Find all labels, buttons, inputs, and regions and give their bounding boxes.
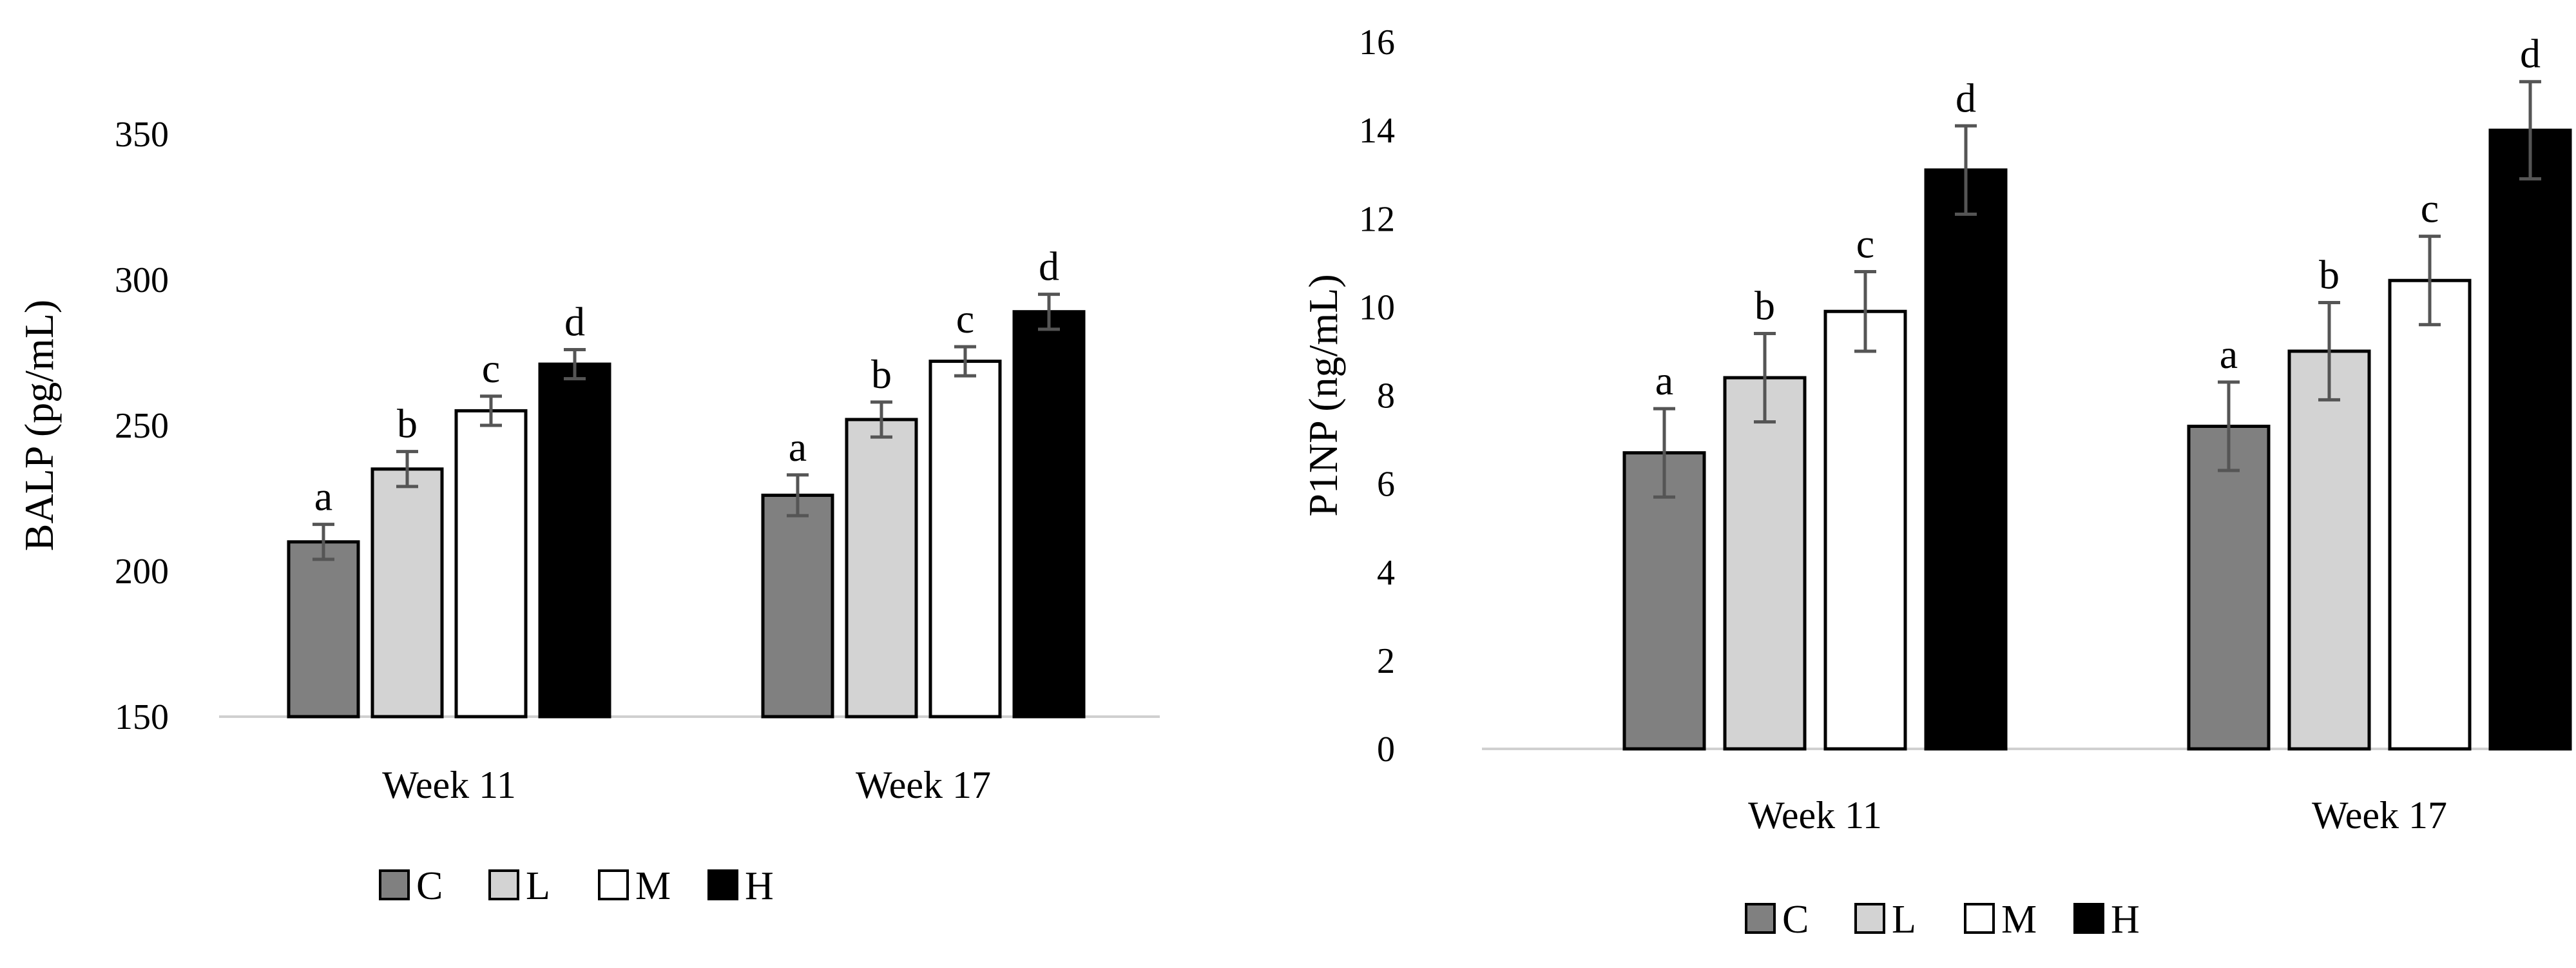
legend-label: C: [416, 864, 443, 908]
significance-letter: d: [1039, 244, 1059, 289]
x-category-label: Week 17: [856, 764, 991, 806]
significance-letter: d: [564, 298, 585, 344]
legend-label: H: [2111, 898, 2140, 942]
significance-letter: a: [789, 424, 807, 470]
legend-swatch-l: [1854, 903, 1885, 934]
error-bar: [1653, 407, 1675, 499]
y-tick-label: 10: [1359, 287, 1395, 327]
bar-m: [928, 360, 1002, 719]
y-axis-title: P1NP (ng/mL): [1300, 274, 1346, 516]
legend-swatch-h: [707, 869, 738, 900]
y-axis-title: BALP (pg/mL): [16, 300, 62, 552]
bar-h: [1924, 168, 2008, 751]
error-bar: [1854, 270, 1876, 353]
bar-h: [1012, 310, 1086, 719]
y-tick-label: 350: [115, 115, 169, 155]
bar-l: [1723, 376, 1807, 751]
error-bar: [1754, 332, 1776, 424]
y-tick-label: 16: [1359, 23, 1395, 63]
bar-c: [761, 493, 834, 719]
significance-letter: b: [2319, 252, 2340, 298]
y-tick-label: 300: [115, 260, 169, 300]
legend-swatch-m: [1964, 903, 1995, 934]
legend-swatch-c: [1745, 903, 1776, 934]
legend-label: M: [635, 864, 671, 908]
error-bar: [2218, 380, 2240, 472]
legend-label: L: [1892, 898, 1916, 942]
significance-letter: a: [314, 474, 332, 519]
error-bar: [954, 345, 976, 378]
legend-swatch-h: [2073, 903, 2104, 934]
error-bar: [870, 400, 892, 439]
significance-letter: d: [2520, 31, 2541, 77]
error-bar: [2318, 301, 2340, 402]
error-bar: [1955, 124, 1977, 216]
significance-letter: c: [482, 345, 500, 391]
y-tick-label: 4: [1377, 553, 1395, 593]
y-tick-label: 250: [115, 406, 169, 446]
bar-h: [538, 362, 611, 719]
y-tick-label: 14: [1359, 111, 1395, 151]
significance-letter: a: [1655, 358, 1673, 403]
significance-letter: b: [1754, 283, 1775, 329]
legend-label: L: [526, 864, 550, 908]
y-tick-label: 0: [1377, 730, 1395, 770]
bar-c: [2187, 424, 2271, 751]
y-tick-label: 2: [1377, 641, 1395, 681]
y-tick-label: 12: [1359, 199, 1395, 239]
error-bar: [2519, 80, 2541, 181]
bar-m: [454, 409, 528, 719]
y-tick-label: 8: [1377, 376, 1395, 416]
legend-swatch-c: [379, 869, 410, 900]
bar-c: [287, 540, 360, 719]
error-bar: [480, 394, 502, 427]
bar-m: [2388, 278, 2472, 751]
legend-swatch-m: [598, 869, 629, 900]
legend-label: M: [2001, 898, 2037, 942]
significance-letter: c: [956, 296, 974, 342]
y-tick-label: 200: [115, 552, 169, 592]
bar-m: [1823, 309, 1907, 751]
legend-swatch-l: [488, 869, 519, 900]
bar-c: [1622, 451, 1706, 751]
bar-h: [2488, 128, 2572, 751]
y-tick-label: 6: [1377, 465, 1395, 505]
significance-letter: c: [1856, 221, 1874, 267]
x-category-label: Week 17: [2312, 794, 2447, 837]
significance-letter: b: [397, 401, 418, 447]
error-bar: [1038, 293, 1060, 331]
legend-label: C: [1782, 898, 1809, 942]
balp-chart: 150 200 250 300 350 BALP (pg/mL) a b c d Week 11 a b…: [16, 115, 1160, 908]
significance-letter: c: [2421, 186, 2439, 231]
bar-l: [2287, 349, 2371, 751]
significance-letter: d: [1956, 75, 1976, 121]
p1np-chart: 0 2 4 6 8 10 12 14 16 P1NP (ng/mL) a b c d Week 11 a b c d…: [1300, 23, 2572, 942]
bar-l: [845, 418, 918, 719]
significance-letter: b: [871, 351, 892, 397]
x-category-label: Week 11: [382, 764, 516, 806]
error-bar: [396, 450, 418, 489]
error-bar: [787, 473, 809, 518]
x-category-label: Week 11: [1748, 794, 1882, 837]
y-tick-label: 150: [115, 697, 169, 737]
significance-letter: a: [2220, 331, 2238, 377]
error-bar: [2419, 235, 2441, 327]
error-bar: [564, 347, 586, 381]
error-bar: [312, 523, 334, 561]
bar-l: [370, 467, 444, 719]
legend-label: H: [745, 864, 774, 908]
